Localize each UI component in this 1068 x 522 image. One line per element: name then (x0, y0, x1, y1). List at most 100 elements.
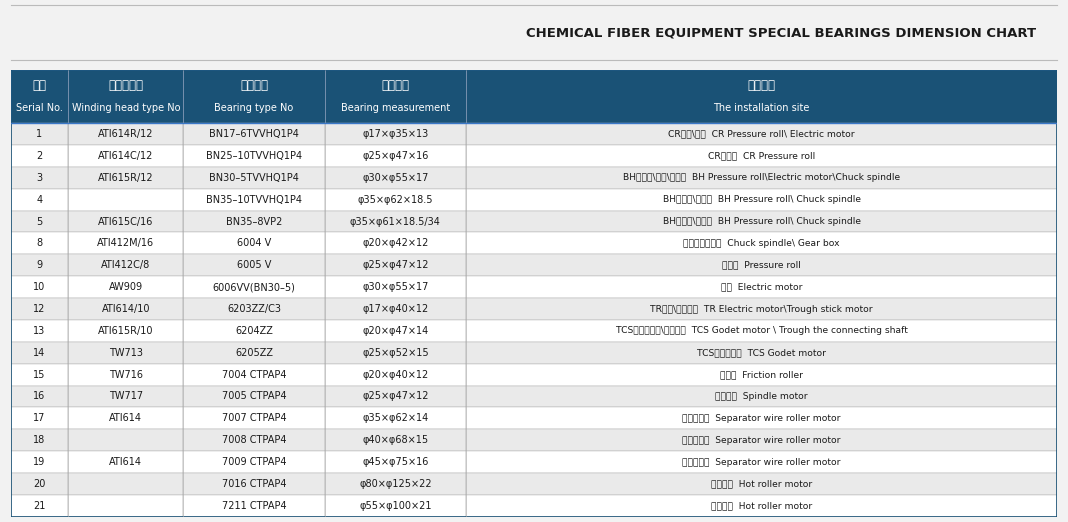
Bar (325, 342, 466, 364)
Bar (68, 189, 184, 210)
Text: 7005 CTPAP4: 7005 CTPAP4 (222, 392, 286, 401)
Bar (68, 232, 184, 254)
Text: 16: 16 (33, 392, 46, 401)
Text: 7016 CTPAP4: 7016 CTPAP4 (222, 479, 286, 489)
Bar (68, 167, 184, 189)
Bar (325, 210, 466, 232)
Bar (466, 254, 1057, 276)
Text: 17: 17 (33, 413, 46, 423)
Bar (325, 298, 466, 320)
Text: 20: 20 (33, 479, 46, 489)
Bar (68, 495, 184, 517)
Bar (11, 298, 68, 320)
Text: CR压輊\电机  CR Pressure roll\ Electric motor: CR压輊\电机 CR Pressure roll\ Electric motor (669, 129, 855, 138)
Text: TCS导丝盘电机  TCS Godet motor: TCS导丝盘电机 TCS Godet motor (697, 348, 827, 357)
Bar (466, 189, 1057, 210)
Text: φ35×φ62×18.5: φ35×φ62×18.5 (358, 195, 433, 205)
Bar (184, 70, 325, 123)
Bar (68, 386, 184, 408)
Text: The installation site: The installation site (713, 103, 810, 113)
Text: 18: 18 (33, 435, 46, 445)
Text: 轴承型号: 轴承型号 (240, 79, 268, 92)
Text: BN25–10TVVHQ1P4: BN25–10TVVHQ1P4 (206, 151, 302, 161)
Bar (325, 276, 466, 298)
Bar (11, 70, 68, 123)
Bar (325, 473, 466, 495)
Text: φ35×φ61×18.5/34: φ35×φ61×18.5/34 (350, 217, 441, 227)
Bar (466, 70, 1057, 123)
Bar (466, 386, 1057, 408)
Bar (184, 408, 325, 429)
Bar (466, 167, 1057, 189)
Text: φ25×φ47×16: φ25×φ47×16 (362, 151, 428, 161)
Text: 2: 2 (36, 151, 43, 161)
Text: 12: 12 (33, 304, 46, 314)
Bar (325, 495, 466, 517)
Text: ATI614/10: ATI614/10 (101, 304, 151, 314)
Text: BN35–8VP2: BN35–8VP2 (225, 217, 282, 227)
Text: 19: 19 (33, 457, 46, 467)
Text: BN35–10TVVHQ1P4: BN35–10TVVHQ1P4 (206, 195, 302, 205)
Text: AW909: AW909 (109, 282, 143, 292)
Bar (184, 189, 325, 210)
Bar (68, 145, 184, 167)
Bar (11, 70, 68, 123)
Bar (11, 342, 68, 364)
Bar (325, 189, 466, 210)
Text: φ80×φ125×22: φ80×φ125×22 (359, 479, 431, 489)
Text: φ25×φ47×12: φ25×φ47×12 (362, 260, 428, 270)
Bar (11, 408, 68, 429)
Text: 6006VV(BN30–5): 6006VV(BN30–5) (213, 282, 296, 292)
Bar (184, 145, 325, 167)
Bar (466, 408, 1057, 429)
Bar (466, 429, 1057, 451)
Text: 热輊电机  Hot roller motor: 热輊电机 Hot roller motor (711, 501, 813, 511)
Text: TW716: TW716 (109, 370, 143, 379)
Bar (184, 232, 325, 254)
Bar (184, 429, 325, 451)
Text: 9: 9 (36, 260, 43, 270)
Bar (11, 232, 68, 254)
Text: 13: 13 (33, 326, 46, 336)
Bar (466, 70, 1057, 123)
Bar (466, 276, 1057, 298)
Bar (184, 70, 325, 123)
Text: 6205ZZ: 6205ZZ (235, 348, 273, 358)
Bar (11, 451, 68, 473)
Bar (325, 254, 466, 276)
Text: ATI412M/16: ATI412M/16 (97, 239, 155, 248)
Text: 卷绕头型号: 卷绕头型号 (108, 79, 143, 92)
Bar (68, 320, 184, 342)
Text: ATI614: ATI614 (109, 413, 142, 423)
Text: ATI614R/12: ATI614R/12 (98, 129, 154, 139)
Bar (11, 210, 68, 232)
Bar (68, 364, 184, 386)
Text: TCS导丝盘电机\槽连接轴  TCS Godet motor \ Trough the connecting shaft: TCS导丝盘电机\槽连接轴 TCS Godet motor \ Trough t… (616, 326, 908, 336)
Bar (184, 473, 325, 495)
Bar (11, 189, 68, 210)
Text: Bearing type No: Bearing type No (215, 103, 294, 113)
Text: φ20×φ47×14: φ20×φ47×14 (362, 326, 428, 336)
Text: 钀轴电机  Spindle motor: 钀轴电机 Spindle motor (716, 392, 808, 401)
Text: 7004 CTPAP4: 7004 CTPAP4 (222, 370, 286, 379)
Bar (11, 254, 68, 276)
Bar (68, 70, 184, 123)
Bar (466, 364, 1057, 386)
Bar (466, 123, 1057, 145)
Bar (325, 145, 466, 167)
Bar (466, 210, 1057, 232)
Bar (11, 320, 68, 342)
Text: φ40×φ68×15: φ40×φ68×15 (362, 435, 428, 445)
Text: Serial No.: Serial No. (16, 103, 63, 113)
Text: 1: 1 (36, 129, 43, 139)
Bar (466, 298, 1057, 320)
Text: 摩擦輊  Friction roller: 摩擦輊 Friction roller (720, 370, 803, 379)
Bar (466, 451, 1057, 473)
Text: 安装部位: 安装部位 (748, 79, 775, 92)
Text: 21: 21 (33, 501, 46, 511)
Bar (68, 298, 184, 320)
Bar (184, 364, 325, 386)
Text: 电机  Electric motor: 电机 Electric motor (721, 282, 802, 292)
Text: φ25×φ47×12: φ25×φ47×12 (362, 392, 428, 401)
Text: 序号: 序号 (32, 79, 47, 92)
